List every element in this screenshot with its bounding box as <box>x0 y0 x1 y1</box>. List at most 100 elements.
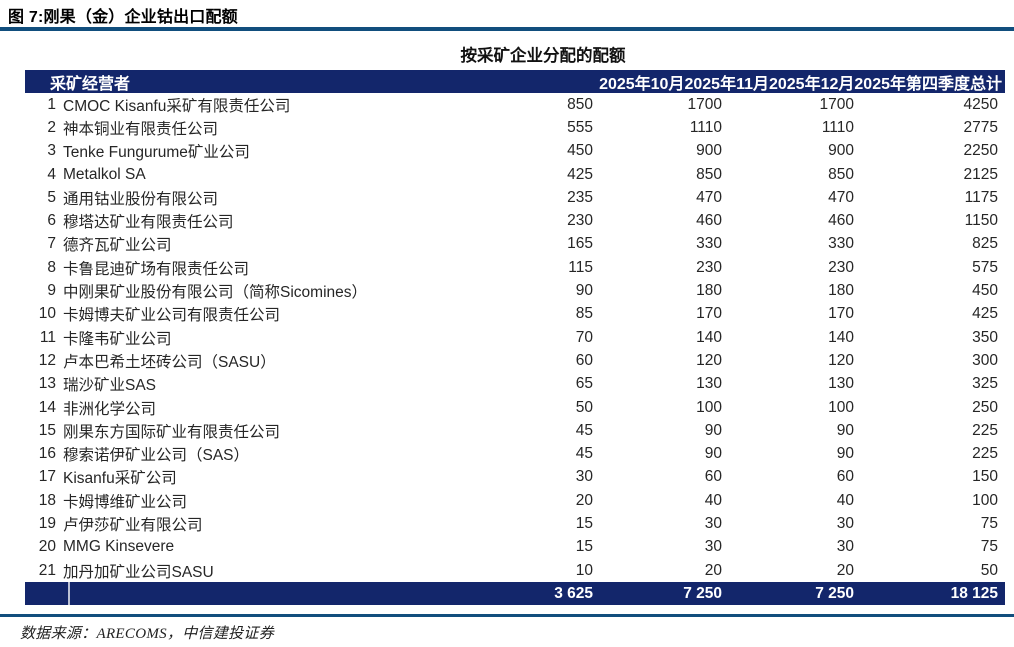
value-nov-2025: 120 <box>696 351 722 369</box>
company-cell: 21 加丹加矿业公司SASU <box>25 560 465 582</box>
table-row: 1 CMOC Kisanfu采矿有限责任公司 850 1700 1700 4250 <box>25 93 1005 117</box>
table-row: 5 通用钴业股份有限公司 235 470 470 1175 <box>25 186 1005 210</box>
value-dec-2025: 170 <box>828 305 854 323</box>
footer-divider <box>0 614 1014 617</box>
value-nov-2025: 330 <box>696 235 722 253</box>
value-oct-2025: 20 <box>575 491 593 509</box>
value-oct-2025: 165 <box>567 235 593 253</box>
value-oct-2025: 50 <box>575 398 593 416</box>
value-dec-2025: 180 <box>828 282 854 300</box>
row-number: 13 <box>38 375 56 393</box>
table-header-row: 采矿经营者 2025年10月 2025年11月 2025年12月 2025年第四… <box>25 70 1005 93</box>
value-oct-2025: 60 <box>575 351 593 369</box>
value-q4-total: 450 <box>972 282 998 300</box>
row-number: 4 <box>47 165 56 183</box>
value-oct-2025: 85 <box>575 305 593 323</box>
row-number: 9 <box>47 282 56 300</box>
company-name: 卡姆博维矿业公司 <box>63 493 188 511</box>
row-number: 7 <box>47 235 56 253</box>
company-cell: 18 卡姆博维矿业公司 <box>25 490 465 512</box>
value-q4-total: 825 <box>972 235 998 253</box>
value-q4-total: 250 <box>972 398 998 416</box>
value-dec-2025: 470 <box>828 188 854 206</box>
company-name: 卡隆韦矿业公司 <box>63 330 172 348</box>
company-name: 卢本巴希土坯砖公司（SASU） <box>63 353 276 371</box>
total-nov-2025: 7 250 <box>683 584 722 602</box>
value-oct-2025: 235 <box>567 188 593 206</box>
value-dec-2025: 100 <box>828 398 854 416</box>
value-nov-2025: 30 <box>704 538 722 556</box>
company-cell: 1 CMOC Kisanfu采矿有限责任公司 <box>25 94 465 116</box>
value-q4-total: 225 <box>972 421 998 439</box>
value-dec-2025: 130 <box>828 375 854 393</box>
company-cell: 9 中刚果矿业股份有限公司（简称Sicomines） <box>25 280 465 302</box>
title-divider <box>0 27 1014 31</box>
value-q4-total: 75 <box>980 514 998 532</box>
column-header-operator: 采矿经营者 <box>50 75 131 93</box>
row-number: 16 <box>38 445 56 463</box>
total-dec-2025: 7 250 <box>815 584 854 602</box>
company-cell: 10 卡姆博夫矿业公司有限责任公司 <box>25 303 465 325</box>
value-dec-2025: 140 <box>828 328 854 346</box>
total-q4-2025: 18 125 <box>950 584 998 602</box>
value-q4-total: 2125 <box>963 165 998 183</box>
company-cell: 13 瑞沙矿业SAS <box>25 373 465 395</box>
row-number: 8 <box>47 258 56 276</box>
value-q4-total: 2250 <box>963 142 998 160</box>
table-row: 2 神本铜业有限责任公司 555 1110 1110 2775 <box>25 116 1005 140</box>
value-nov-2025: 900 <box>696 142 722 160</box>
value-oct-2025: 15 <box>575 538 593 556</box>
table-row: 6 穆塔达矿业有限责任公司 230 460 460 1150 <box>25 209 1005 233</box>
company-name: 瑞沙矿业SAS <box>63 377 157 395</box>
company-name: MMG Kinsevere <box>63 538 175 556</box>
value-dec-2025: 460 <box>828 212 854 230</box>
row-number: 17 <box>38 468 56 486</box>
company-cell: 11 卡隆韦矿业公司 <box>25 327 465 349</box>
company-name: 中刚果矿业股份有限公司（简称Sicomines） <box>63 284 367 302</box>
value-q4-total: 150 <box>972 468 998 486</box>
table-row: 20 MMG Kinsevere 15 30 30 75 <box>25 535 1005 559</box>
value-nov-2025: 1110 <box>689 118 722 136</box>
company-name: Metalkol SA <box>63 165 146 183</box>
row-number: 5 <box>47 188 56 206</box>
value-nov-2025: 40 <box>704 491 722 509</box>
column-header-nov-2025: 2025年11月 <box>684 75 769 93</box>
value-q4-total: 4250 <box>963 95 998 113</box>
value-dec-2025: 40 <box>836 491 854 509</box>
date-column-headers: 2025年10月 2025年11月 2025年12月 2025年第四季度总计 <box>599 70 1005 94</box>
value-nov-2025: 100 <box>696 398 722 416</box>
value-oct-2025: 450 <box>567 142 593 160</box>
value-q4-total: 1150 <box>964 212 998 230</box>
value-oct-2025: 90 <box>575 282 593 300</box>
value-nov-2025: 130 <box>696 375 722 393</box>
company-name: 穆塔达矿业有限责任公司 <box>63 214 234 232</box>
value-q4-total: 2775 <box>963 118 998 136</box>
value-nov-2025: 470 <box>696 188 722 206</box>
company-name: Kisanfu采矿公司 <box>63 470 177 488</box>
table-row: 17 Kisanfu采矿公司 30 60 60 150 <box>25 465 1005 490</box>
company-cell: 8 卡鲁昆迪矿场有限责任公司 <box>25 257 465 279</box>
value-oct-2025: 30 <box>575 468 593 486</box>
company-cell: 6 穆塔达矿业有限责任公司 <box>25 210 465 232</box>
row-number: 12 <box>38 351 56 369</box>
column-header-q4-total: 2025年第四季度总计 <box>854 75 1002 93</box>
row-number: 19 <box>38 514 56 532</box>
value-dec-2025: 30 <box>836 514 854 532</box>
company-name: 神本铜业有限责任公司 <box>63 120 219 138</box>
value-oct-2025: 230 <box>567 212 593 230</box>
row-number: 11 <box>39 328 56 346</box>
company-name: 德齐瓦矿业公司 <box>63 237 172 255</box>
table-row: 18 卡姆博维矿业公司 20 40 40 100 <box>25 489 1005 513</box>
value-oct-2025: 45 <box>575 445 593 463</box>
table-row: 15 刚果东方国际矿业有限责任公司 45 90 90 225 <box>25 419 1005 443</box>
quota-table: 采矿经营者 2025年10月 2025年11月 2025年12月 2025年第四… <box>25 70 1005 606</box>
table-row: 8 卡鲁昆迪矿场有限责任公司 115 230 230 575 <box>25 256 1005 280</box>
column-header-dec-2025: 2025年12月 <box>768 75 855 93</box>
row-number: 14 <box>38 398 56 416</box>
company-name: 刚果东方国际矿业有限责任公司 <box>63 423 281 441</box>
value-oct-2025: 70 <box>575 328 593 346</box>
value-dec-2025: 330 <box>828 235 854 253</box>
company-name: CMOC Kisanfu采矿有限责任公司 <box>63 97 291 115</box>
table-row: 9 中刚果矿业股份有限公司（简称Sicomines） 90 180 180 450 <box>25 279 1005 303</box>
